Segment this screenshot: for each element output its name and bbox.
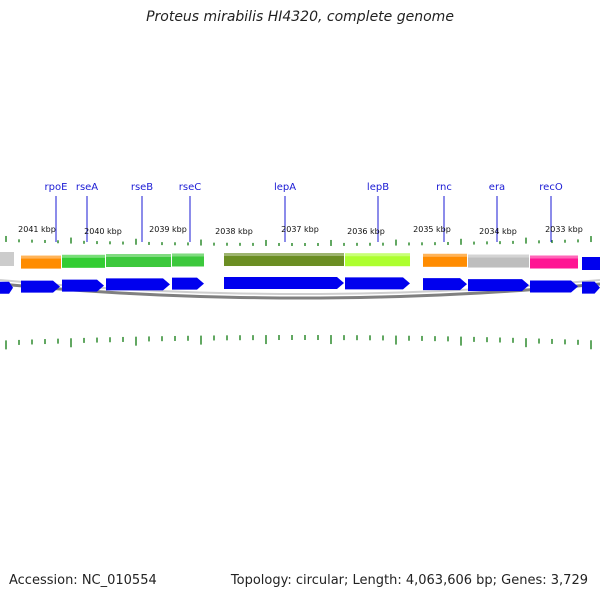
gene-feature-shine xyxy=(62,254,105,258)
gene-feature-lepB xyxy=(345,253,410,267)
kbp-label: 2037 kbp xyxy=(281,225,319,234)
cds-track xyxy=(0,277,600,294)
gene-label-rseC: rseC xyxy=(179,182,201,193)
upper-tick-track xyxy=(5,235,592,246)
gene-feature-partial xyxy=(0,252,14,266)
cds-arrow xyxy=(21,280,60,293)
kbp-label: 2039 kbp xyxy=(149,225,187,234)
gene-label-lepA: lepA xyxy=(274,182,296,193)
gene-label-recO: recO xyxy=(539,182,563,193)
gene-label-rnc: rnc xyxy=(436,182,452,193)
gene-feature-shine xyxy=(423,253,467,257)
genome-summary-text: Topology: circular; Length: 4,063,606 bp… xyxy=(230,573,588,588)
gene-feature-track xyxy=(0,252,600,270)
gene-feature-lepA xyxy=(224,253,344,267)
kbp-label: 2033 kbp xyxy=(545,225,583,234)
cds-arrow xyxy=(0,281,13,294)
gene-feature-era xyxy=(468,254,529,268)
gene-labels: rpoE rseA rseB rseC lepA lepB rnc era recO xyxy=(45,182,563,193)
kbp-label: 2034 kbp xyxy=(479,227,517,236)
gene-feature-shine xyxy=(106,254,171,258)
gene-label-era: era xyxy=(489,182,505,193)
gene-label-rseA: rseA xyxy=(76,182,98,193)
gene-feature-recO xyxy=(530,255,578,269)
gene-label-rpoE: rpoE xyxy=(45,182,68,193)
kbp-label: 2035 kbp xyxy=(413,225,451,234)
kbp-label: 2040 kbp xyxy=(84,227,122,236)
position-labels: 2041 kbp 2040 kbp 2039 kbp 2038 kbp 2037 kbp… xyxy=(18,225,583,236)
accession-text: Accession: NC_010554 xyxy=(9,573,157,588)
backbone-line xyxy=(0,282,600,300)
gene-feature-rseA xyxy=(62,254,105,268)
cds-arrow xyxy=(582,281,600,294)
kbp-label: 2036 kbp xyxy=(347,227,385,236)
gene-feature-rseB xyxy=(106,254,171,268)
gene-label-lepB: lepB xyxy=(367,182,389,193)
cds-arrow xyxy=(106,278,170,291)
gene-feature-shine xyxy=(530,255,578,259)
gene-feature-shine xyxy=(21,255,61,259)
cds-arrow xyxy=(423,278,467,291)
label-leader-lines xyxy=(55,196,552,242)
gene-feature-rnc xyxy=(423,253,467,267)
cds-arrow xyxy=(530,280,578,293)
gene-feature-shine xyxy=(172,253,204,257)
map-title: Proteus mirabilis HI4320, complete genom… xyxy=(146,9,454,25)
kbp-label: 2041 kbp xyxy=(18,225,56,234)
cds-arrow xyxy=(468,279,529,292)
cds-arrow xyxy=(224,277,344,290)
lower-tick-track xyxy=(5,335,592,350)
gene-feature-rseC xyxy=(172,253,204,267)
kbp-label: 2038 kbp xyxy=(215,227,253,236)
cds-arrow xyxy=(62,279,104,292)
cds-arrow xyxy=(172,277,204,290)
gene-feature-shine xyxy=(224,253,344,257)
cds-arrow xyxy=(345,277,410,290)
gene-feature-shine xyxy=(468,254,529,258)
gene-feature-rpoE xyxy=(21,255,61,269)
gene-label-rseB: rseB xyxy=(131,182,153,193)
gene-feature-partial xyxy=(582,257,600,270)
gene-feature-shine xyxy=(345,253,410,257)
